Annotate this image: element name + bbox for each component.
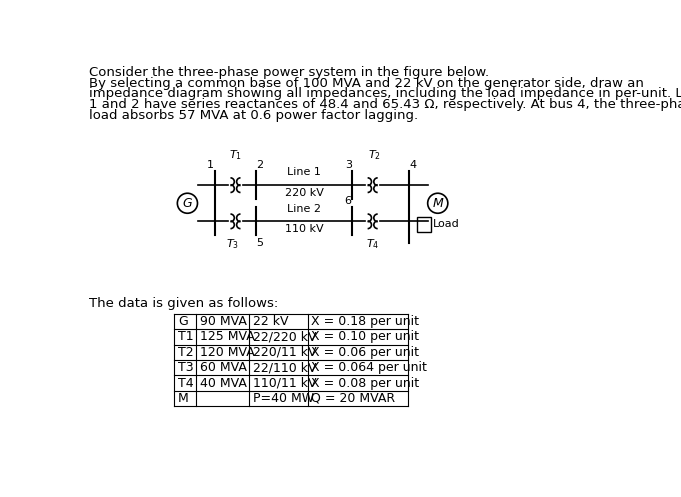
Text: 6: 6 [345, 196, 351, 206]
Text: 22/220 kV: 22/220 kV [253, 331, 316, 343]
Text: load absorbs 57 MVA at 0.6 power factor lagging.: load absorbs 57 MVA at 0.6 power factor … [89, 109, 418, 122]
Text: The data is given as follows:: The data is given as follows: [89, 297, 279, 310]
Text: 110/11 kV: 110/11 kV [253, 377, 316, 390]
Text: T1: T1 [178, 331, 194, 343]
Text: 2: 2 [256, 160, 263, 170]
Text: X = 0.08 per unit: X = 0.08 per unit [311, 377, 419, 390]
Text: X = 0.064 per unit: X = 0.064 per unit [311, 361, 427, 374]
Text: T3: T3 [178, 361, 194, 374]
Text: X = 0.06 per unit: X = 0.06 per unit [311, 346, 419, 359]
Text: 60 MVA: 60 MVA [200, 361, 247, 374]
Text: 40 MVA: 40 MVA [200, 377, 247, 390]
Text: 90 MVA: 90 MVA [200, 315, 247, 328]
Text: By selecting a common base of 100 MVA and 22 kV on the generator side, draw an: By selecting a common base of 100 MVA an… [89, 77, 644, 89]
Text: X = 0.18 per unit: X = 0.18 per unit [311, 315, 419, 328]
Text: T2: T2 [178, 346, 194, 359]
Bar [417, 217, 431, 232]
Text: Load: Load [433, 219, 460, 230]
Text: G: G [183, 197, 192, 210]
Text: Q = 20 MVAR: Q = 20 MVAR [311, 392, 396, 405]
Text: G: G [178, 315, 188, 328]
Text: 22/110 kV: 22/110 kV [253, 361, 316, 374]
Text: 1: 1 [207, 160, 215, 170]
Text: M: M [432, 197, 443, 210]
Text: 4: 4 [409, 160, 417, 170]
Text: Line 1: Line 1 [287, 167, 321, 177]
Text: T4: T4 [178, 377, 194, 390]
Text: M: M [178, 392, 189, 405]
Text: 220 kV: 220 kV [285, 188, 323, 198]
Text: P=40 MW: P=40 MW [253, 392, 314, 405]
Text: 3: 3 [345, 160, 352, 170]
Text: 5: 5 [256, 238, 263, 248]
Text: $T_4$: $T_4$ [366, 238, 379, 251]
Text: 120 MVA: 120 MVA [200, 346, 255, 359]
Text: $T_3$: $T_3$ [226, 238, 239, 251]
Text: X = 0.10 per unit: X = 0.10 per unit [311, 331, 419, 343]
Text: 110 kV: 110 kV [285, 225, 323, 235]
Text: 1 and 2 have series reactances of 48.4 and 65.43 Ω, respectively. At bus 4, the : 1 and 2 have series reactances of 48.4 a… [89, 98, 681, 111]
Text: 125 MVA: 125 MVA [200, 331, 255, 343]
Text: 22 kV: 22 kV [253, 315, 288, 328]
Text: 220/11 kV: 220/11 kV [253, 346, 316, 359]
Text: Line 2: Line 2 [287, 204, 321, 214]
Text: Consider the three-phase power system in the figure below.: Consider the three-phase power system in… [89, 66, 489, 79]
Text: $T_2$: $T_2$ [368, 148, 381, 162]
Text: impedance diagram showing all impedances, including the load impedance in per-un: impedance diagram showing all impedances… [89, 87, 681, 100]
Text: $T_1$: $T_1$ [229, 148, 242, 162]
